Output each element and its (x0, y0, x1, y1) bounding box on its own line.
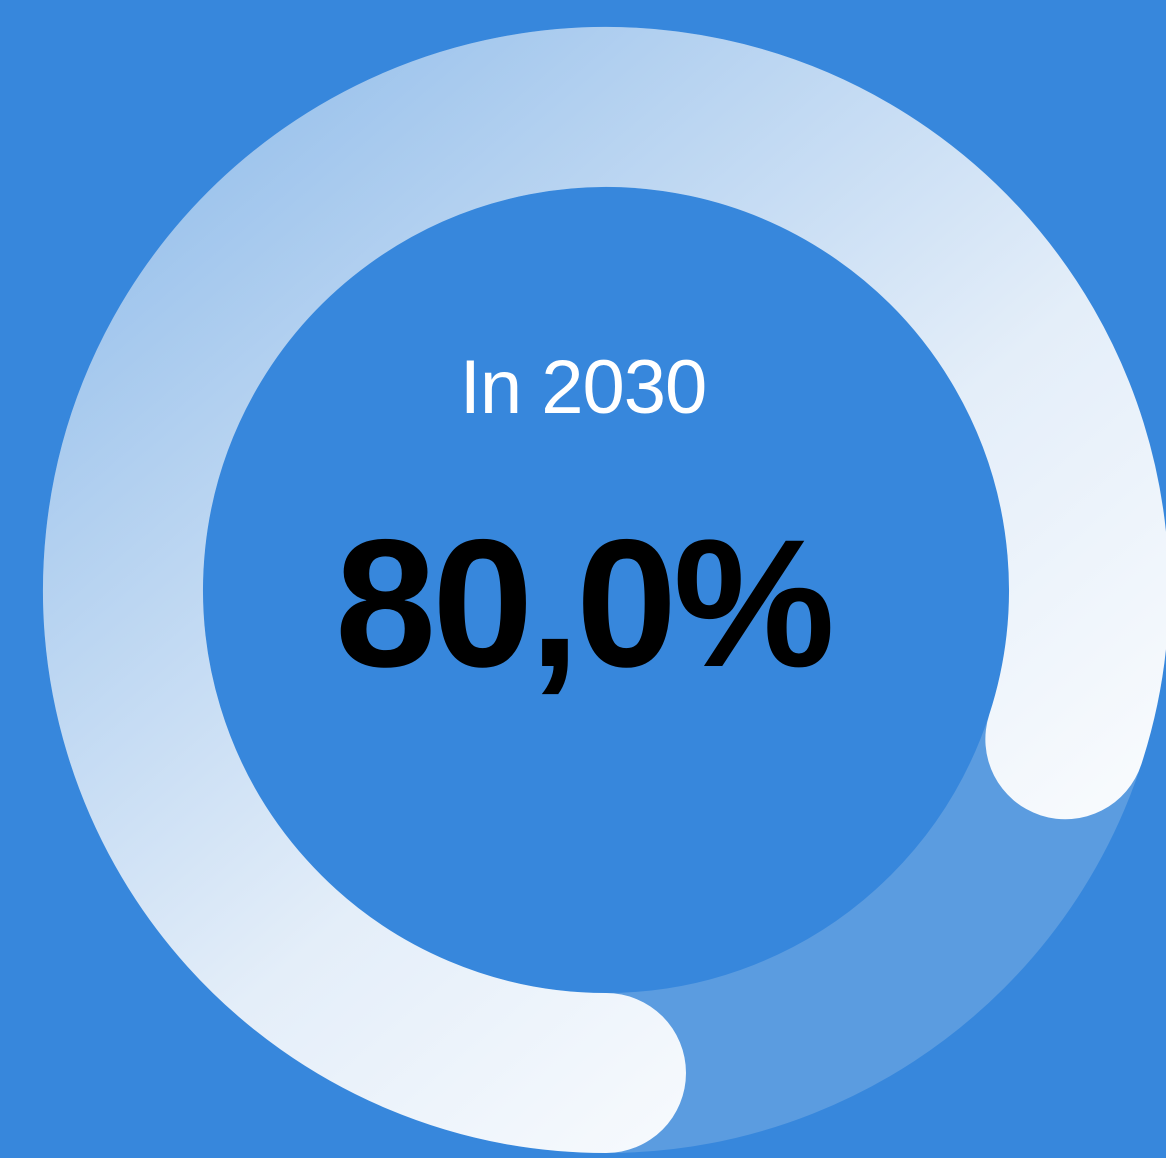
gauge-fill-arc (43, 27, 1166, 1153)
gauge-label: In 2030 (459, 345, 708, 430)
gauge-value: 80,0% (334, 501, 835, 705)
